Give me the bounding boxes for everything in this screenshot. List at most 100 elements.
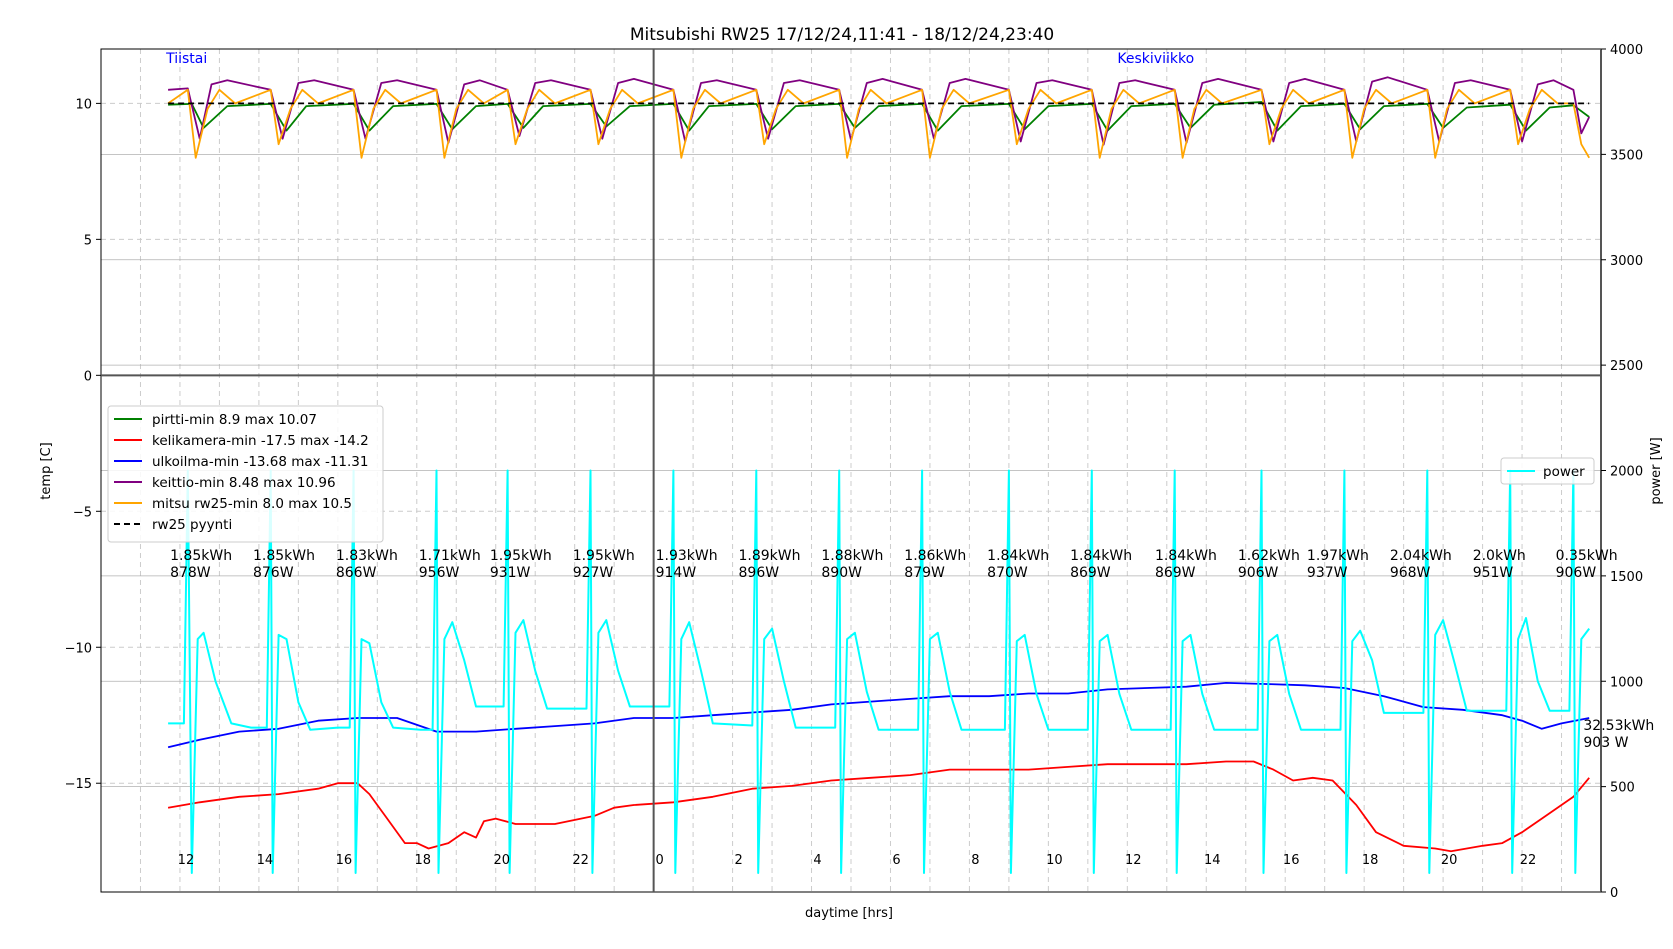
hour-label-14: 16 xyxy=(1283,853,1300,868)
hour-label-7: 2 xyxy=(734,853,742,868)
annotation-watts-12: 869W xyxy=(1155,565,1196,581)
annotation-watts-1: 876W xyxy=(253,565,294,581)
x-axis-label: daytime [hrs] xyxy=(805,906,893,921)
hour-label-10: 8 xyxy=(971,853,979,868)
total-annotation-kwh: 32.53kWh xyxy=(1583,718,1654,734)
annotation-kwh-7: 1.89kWh xyxy=(739,548,801,564)
series-line-pirtti xyxy=(168,101,1590,132)
annotation-watts-16: 951W xyxy=(1473,565,1514,581)
hour-label-6: 0 xyxy=(655,853,663,868)
y-tick-right-label-3: 2500 xyxy=(1610,359,1643,374)
y-tick-right-label-4: 2000 xyxy=(1610,465,1643,480)
annotation-kwh-8: 1.88kWh xyxy=(821,548,883,564)
annotation-watts-8: 890W xyxy=(821,565,862,581)
annotation-watts-0: 878W xyxy=(170,565,211,581)
annotation-kwh-9: 1.86kWh xyxy=(904,548,966,564)
hour-label-15: 18 xyxy=(1362,853,1379,868)
annotation-kwh-15: 2.04kWh xyxy=(1390,548,1452,564)
annotation-kwh-12: 1.84kWh xyxy=(1155,548,1217,564)
annotation-kwh-17: 0.35kWh xyxy=(1556,548,1618,564)
chart-title: Mitsubishi RW25 17/12/24,11:41 - 18/12/2… xyxy=(630,25,1054,45)
legend-left-label-4: mitsu rw25-min 8.0 max 10.5 xyxy=(152,496,352,512)
hour-label-0: 12 xyxy=(178,853,195,868)
y-tick-left-label-4: −10 xyxy=(65,641,92,656)
annotation-kwh-3: 1.71kWh xyxy=(419,548,481,564)
y-tick-right-label-5: 1500 xyxy=(1610,570,1643,585)
y-tick-left-label-5: −15 xyxy=(65,777,92,792)
annotation-watts-9: 879W xyxy=(904,565,945,581)
hour-label-1: 14 xyxy=(257,853,274,868)
series-layer xyxy=(167,76,1591,874)
hour-label-12: 12 xyxy=(1125,853,1142,868)
annotation-watts-15: 968W xyxy=(1390,565,1431,581)
y-tick-right-label-1: 3500 xyxy=(1610,148,1643,163)
legend-left-label-0: pirtti-min 8.9 max 10.07 xyxy=(152,412,317,428)
annotation-kwh-1: 1.85kWh xyxy=(253,548,315,564)
legend-left-label-1: kelikamera-min -17.5 max -14.2 xyxy=(152,433,369,449)
annotation-watts-3: 956W xyxy=(419,565,460,581)
hour-label-3: 18 xyxy=(415,853,432,868)
annotation-watts-14: 937W xyxy=(1307,565,1348,581)
hour-label-2: 16 xyxy=(336,853,353,868)
annotation-kwh-4: 1.95kWh xyxy=(490,548,552,564)
y-tick-left-label-3: −5 xyxy=(73,505,92,520)
series-line-keittio xyxy=(168,76,1591,146)
annotation-kwh-11: 1.84kWh xyxy=(1070,548,1132,564)
y-tick-right-label-0: 4000 xyxy=(1610,43,1643,58)
series-line-power xyxy=(168,469,1590,874)
legend-left-label-3: keittio-min 8.48 max 10.96 xyxy=(152,475,336,491)
legend-left: pirtti-min 8.9 max 10.07 kelikamera-min -… xyxy=(107,405,384,543)
annotation-kwh-2: 1.83kWh xyxy=(336,548,398,564)
y-axis-right-ticks: 4000 3500 3000 2500 2000 1500 1000 500 0 xyxy=(1601,43,1643,901)
y-tick-left-label-0: 10 xyxy=(75,97,92,112)
hour-label-11: 10 xyxy=(1046,853,1063,868)
annotation-watts-2: 866W xyxy=(336,565,377,581)
energy-annotations: 1.85kWh878W1.85kWh876W1.83kWh866W1.71kWh… xyxy=(170,548,1654,751)
day-label-0: Tiistai xyxy=(165,51,207,67)
annotation-watts-13: 906W xyxy=(1238,565,1279,581)
annotation-kwh-13: 1.62kWh xyxy=(1238,548,1300,564)
annotation-kwh-16: 2.0kWh xyxy=(1473,548,1526,564)
hour-label-5: 22 xyxy=(572,853,589,868)
hour-labels: 12 14 16 18 20 22 0 2 4 6 8 10 12 14 16 18 20 22 xyxy=(178,853,1537,868)
y-tick-left-label-2: 0 xyxy=(84,369,92,384)
annotation-kwh-0: 1.85kWh xyxy=(170,548,232,564)
annotation-watts-7: 896W xyxy=(739,565,780,581)
legend-left-label-5: rw25 pyynti xyxy=(152,517,232,533)
annotation-watts-5: 927W xyxy=(573,565,614,581)
hour-label-13: 14 xyxy=(1204,853,1221,868)
series-line-ulkoilma xyxy=(167,682,1590,749)
annotation-kwh-6: 1.93kWh xyxy=(656,548,718,564)
annotation-watts-17: 906W xyxy=(1556,565,1597,581)
y-axis-right-label: power [W] xyxy=(1649,437,1664,504)
hour-label-17: 22 xyxy=(1520,853,1537,868)
y-tick-right-label-7: 500 xyxy=(1610,781,1635,796)
annotation-watts-6: 914W xyxy=(656,565,697,581)
hour-label-16: 20 xyxy=(1441,853,1458,868)
annotation-watts-4: 931W xyxy=(490,565,531,581)
day-labels: Tiistai Keskiviikko xyxy=(165,51,1194,67)
y-tick-right-label-6: 1000 xyxy=(1610,675,1643,690)
annotation-kwh-10: 1.84kWh xyxy=(987,548,1049,564)
legend-right-box xyxy=(1500,457,1595,485)
total-annotation-watts: 903 W xyxy=(1583,735,1628,751)
series-line-kelikamera xyxy=(167,760,1590,853)
legend-left-box xyxy=(107,405,384,543)
hour-label-8: 4 xyxy=(813,853,821,868)
legend-left-label-2: ulkoilma-min -13.68 max -11.31 xyxy=(152,454,368,470)
y-axis-left-label: temp [C] xyxy=(39,442,54,499)
hour-label-9: 6 xyxy=(892,853,900,868)
y-tick-right-label-2: 3000 xyxy=(1610,254,1643,269)
hour-label-4: 20 xyxy=(493,853,510,868)
legend-right: power xyxy=(1500,457,1595,485)
series-line-mitsu-rw25 xyxy=(167,88,1590,159)
grid xyxy=(100,48,1601,893)
annotation-kwh-14: 1.97kWh xyxy=(1307,548,1369,564)
annotation-kwh-5: 1.95kWh xyxy=(573,548,635,564)
y-tick-left-label-1: 5 xyxy=(84,233,92,248)
y-axis-left-ticks: 10 5 0 −5 −10 −15 xyxy=(65,97,101,792)
annotation-watts-11: 869W xyxy=(1070,565,1111,581)
day-label-1: Keskiviikko xyxy=(1117,51,1194,67)
legend-right-label-0: power xyxy=(1543,464,1585,480)
